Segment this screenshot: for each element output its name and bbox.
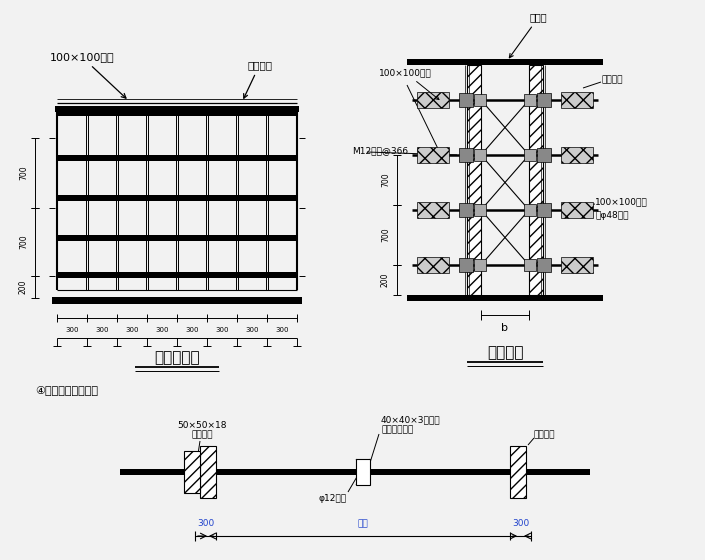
Text: 300: 300	[95, 327, 109, 333]
Bar	[561, 202, 593, 218]
Text: 木板垫片: 木板垫片	[191, 431, 213, 440]
Bar	[417, 202, 449, 218]
Bar	[524, 204, 536, 216]
Text: 墙体模板: 墙体模板	[534, 431, 556, 440]
Text: （双面满焊）: （双面满焊）	[381, 426, 413, 435]
Bar	[459, 258, 473, 272]
Bar	[57, 235, 297, 241]
Text: 墙剖面图: 墙剖面图	[486, 345, 523, 360]
Text: 300: 300	[245, 327, 259, 333]
Text: 300: 300	[66, 327, 79, 333]
Bar	[200, 446, 216, 498]
Bar	[459, 93, 473, 107]
Bar	[407, 295, 603, 301]
Text: 300: 300	[512, 519, 529, 528]
Text: 200: 200	[381, 273, 390, 287]
Bar	[184, 451, 200, 493]
Bar	[537, 258, 551, 272]
Text: M12螺栓@366: M12螺栓@366	[352, 147, 408, 156]
Bar	[417, 92, 449, 108]
Bar	[524, 94, 536, 106]
Text: 拉紧扣件: 拉紧扣件	[244, 60, 272, 98]
Text: ④止水螺栓示意图：: ④止水螺栓示意图：	[35, 385, 98, 395]
Text: 50×50×18: 50×50×18	[177, 421, 227, 430]
Bar	[417, 147, 449, 163]
Text: 及φ48钢管: 及φ48钢管	[595, 211, 628, 220]
Bar	[356, 459, 370, 485]
Bar	[561, 147, 593, 163]
Bar	[561, 92, 593, 108]
Bar	[57, 272, 297, 278]
Bar	[537, 93, 551, 107]
Text: 胶合板: 胶合板	[509, 12, 548, 58]
Bar	[561, 257, 593, 273]
Text: 100×100木枋: 100×100木枋	[379, 68, 439, 100]
Text: 300: 300	[155, 327, 168, 333]
Text: 700: 700	[19, 166, 28, 180]
Text: 墙模立面图: 墙模立面图	[154, 350, 200, 365]
Bar	[52, 297, 302, 304]
Text: 300: 300	[275, 327, 289, 333]
Bar	[524, 149, 536, 161]
Bar	[474, 259, 486, 271]
Bar	[57, 195, 297, 201]
Text: 300: 300	[215, 327, 228, 333]
Bar	[474, 204, 486, 216]
Bar	[459, 203, 473, 217]
Bar	[474, 149, 486, 161]
Text: 300: 300	[185, 327, 199, 333]
Bar	[407, 59, 603, 65]
Text: φ12螺栓: φ12螺栓	[319, 494, 347, 503]
Bar	[57, 110, 297, 116]
Text: 墙厚: 墙厚	[357, 519, 369, 528]
Text: 300: 300	[197, 519, 214, 528]
Text: 40×40×3止水片: 40×40×3止水片	[381, 416, 441, 424]
Text: 700: 700	[19, 235, 28, 249]
Bar	[537, 148, 551, 162]
Bar	[529, 65, 543, 295]
Bar	[57, 155, 297, 161]
Bar	[524, 259, 536, 271]
Bar	[459, 148, 473, 162]
Text: 100×100木枋: 100×100木枋	[595, 198, 648, 207]
Text: 700: 700	[381, 228, 390, 242]
Text: 300: 300	[125, 327, 139, 333]
Text: 拉紧扣件: 拉紧扣件	[601, 76, 623, 85]
Text: b: b	[501, 323, 508, 333]
Text: 100×100木枋: 100×100木枋	[49, 52, 126, 98]
Bar	[510, 446, 526, 498]
Bar	[417, 257, 449, 273]
Bar	[55, 106, 299, 112]
Bar	[474, 94, 486, 106]
Text: 200: 200	[19, 280, 28, 294]
Bar	[120, 469, 590, 475]
Text: 700: 700	[381, 172, 390, 187]
Bar	[467, 65, 481, 295]
Bar	[537, 203, 551, 217]
